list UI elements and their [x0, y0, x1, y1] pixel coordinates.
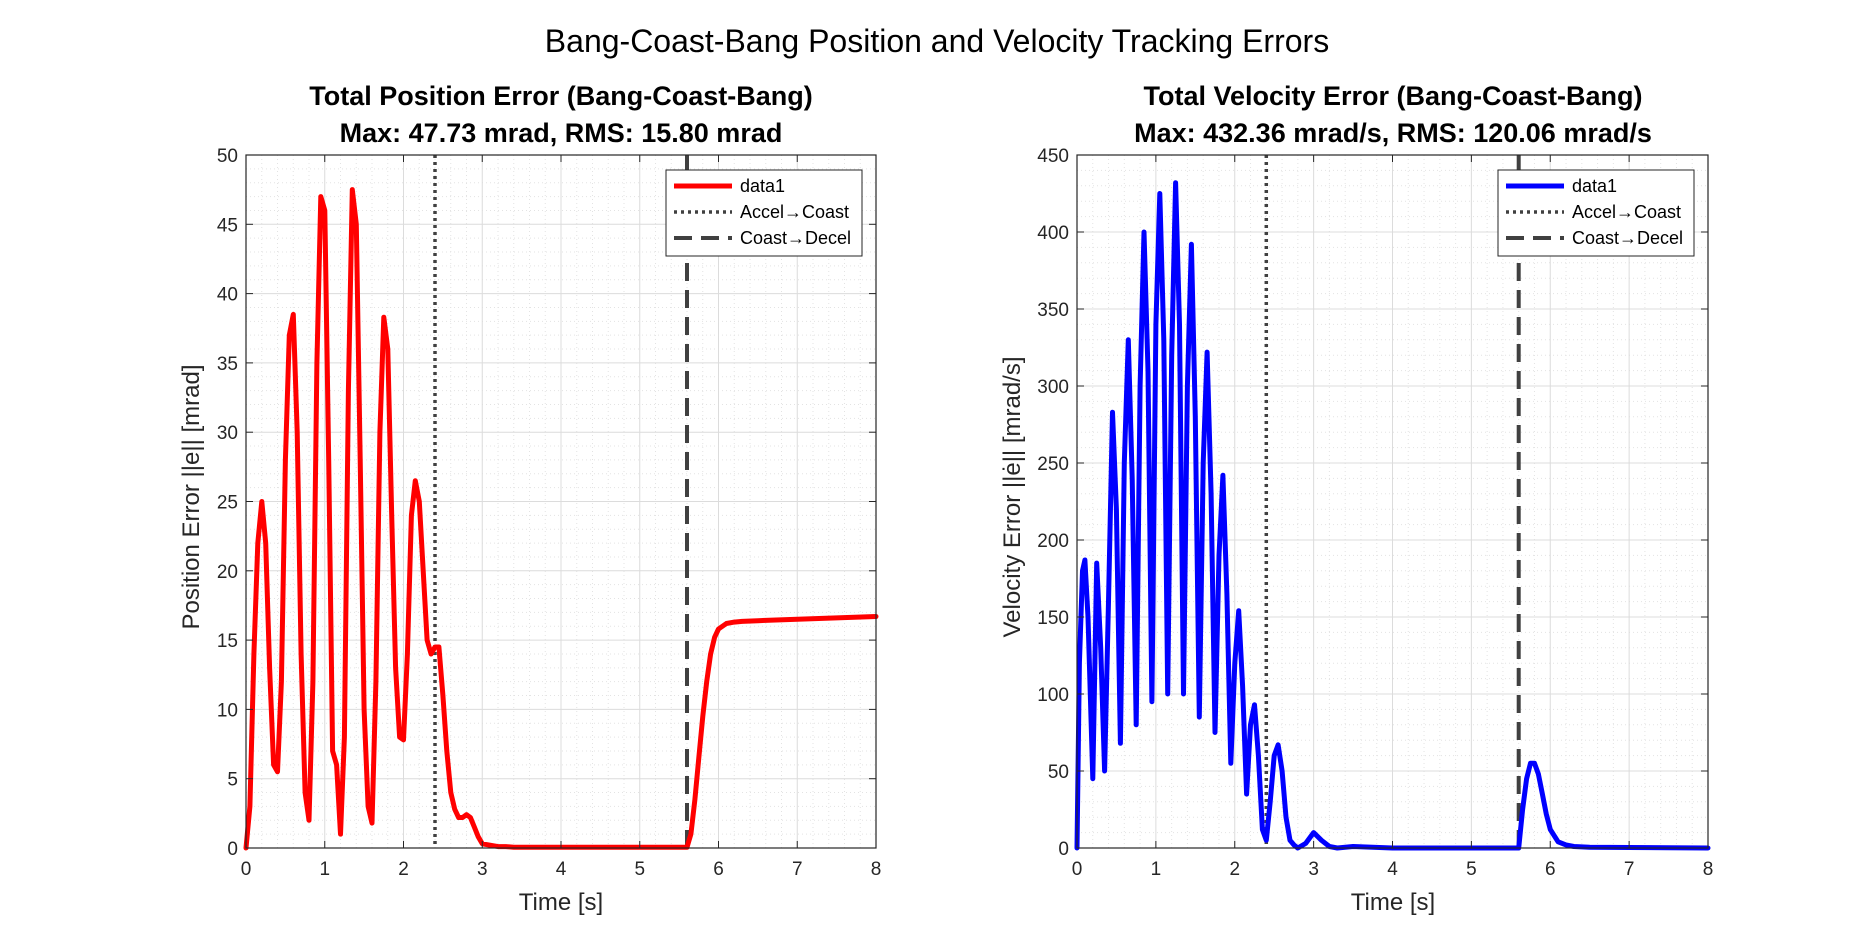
velocity-error-panel: Total Velocity Error (Bang-Coast-Bang) M… [999, 81, 1713, 916]
velocity-y-tick-label: 100 [1037, 685, 1069, 706]
position-y-tick-label: 35 [217, 354, 238, 375]
velocity-panel-title: Total Velocity Error (Bang-Coast-Bang) [1143, 81, 1642, 111]
position-x-tick-label: 5 [634, 859, 645, 880]
position-y-tick-label: 25 [217, 493, 238, 514]
velocity-legend-label-accel-coast: Accel→Coast [1572, 202, 1681, 222]
position-y-tick-label: 50 [217, 146, 238, 167]
position-panel-subtitle: Max: 47.73 mrad, RMS: 15.80 mrad [340, 118, 783, 148]
position-y-tick-label: 15 [217, 631, 238, 652]
position-y-tick-label: 5 [227, 770, 238, 791]
position-x-axis-label: Time [s] [519, 889, 603, 916]
velocity-x-tick-label: 7 [1624, 859, 1635, 880]
velocity-y-tick-label: 300 [1037, 377, 1069, 398]
velocity-legend-label-coast-decel: Coast→Decel [1572, 228, 1683, 248]
position-legend-label-series: data1 [740, 176, 785, 196]
position-panel-title: Total Position Error (Bang-Coast-Bang) [309, 81, 813, 111]
position-x-tick-label: 3 [477, 859, 488, 880]
velocity-x-tick-label: 0 [1072, 859, 1083, 880]
position-x-tick-label: 4 [556, 859, 567, 880]
position-x-tick-label: 0 [241, 859, 252, 880]
velocity-y-axis-label: Velocity Error ||ė|| [mrad/s] [999, 356, 1026, 637]
velocity-y-tick-label: 200 [1037, 531, 1069, 552]
velocity-x-tick-label: 3 [1308, 859, 1319, 880]
velocity-x-tick-label: 2 [1229, 859, 1240, 880]
position-y-axis-label: Position Error ||e|| [mrad] [178, 364, 205, 629]
velocity-x-tick-label: 6 [1545, 859, 1556, 880]
velocity-y-tick-label: 50 [1048, 762, 1069, 783]
velocity-x-tick-label: 1 [1151, 859, 1162, 880]
velocity-y-tick-label: 450 [1037, 146, 1069, 167]
position-y-tick-label: 0 [227, 839, 238, 860]
position-x-tick-label: 1 [319, 859, 330, 880]
position-x-tick-label: 8 [871, 859, 882, 880]
velocity-y-tick-label: 150 [1037, 608, 1069, 629]
position-legend-label-coast-decel: Coast→Decel [740, 228, 851, 248]
position-y-tick-label: 45 [217, 215, 238, 236]
position-legend: data1 Accel→Coast Coast→Decel [665, 169, 863, 257]
velocity-y-tick-label: 250 [1037, 454, 1069, 475]
position-y-tick-label: 40 [217, 285, 238, 306]
velocity-x-tick-label: 5 [1466, 859, 1477, 880]
position-series-line [243, 187, 879, 851]
velocity-panel-subtitle: Max: 432.36 mrad/s, RMS: 120.06 mrad/s [1134, 118, 1652, 148]
velocity-y-tick-label: 0 [1058, 839, 1069, 860]
position-x-tick-label: 7 [792, 859, 803, 880]
velocity-legend-label-series: data1 [1572, 176, 1617, 196]
velocity-y-tick-label: 400 [1037, 223, 1069, 244]
position-y-tick-label: 30 [217, 423, 238, 444]
velocity-x-tick-label: 4 [1387, 859, 1398, 880]
velocity-series-line [1074, 180, 1711, 851]
velocity-legend: data1 Accel→Coast Coast→Decel [1497, 169, 1695, 257]
velocity-x-axis-label: Time [s] [1351, 889, 1435, 916]
velocity-x-tick-label: 8 [1703, 859, 1714, 880]
velocity-y-tick-label: 350 [1037, 300, 1069, 321]
position-x-tick-label: 6 [713, 859, 724, 880]
position-error-panel: Total Position Error (Bang-Coast-Bang) M… [178, 81, 881, 916]
position-y-tick-label: 20 [217, 562, 238, 583]
position-y-tick-label: 10 [217, 700, 238, 721]
position-legend-label-accel-coast: Accel→Coast [740, 202, 849, 222]
figure-title: Bang-Coast-Bang Position and Velocity Tr… [545, 23, 1329, 59]
position-x-tick-label: 2 [398, 859, 409, 880]
